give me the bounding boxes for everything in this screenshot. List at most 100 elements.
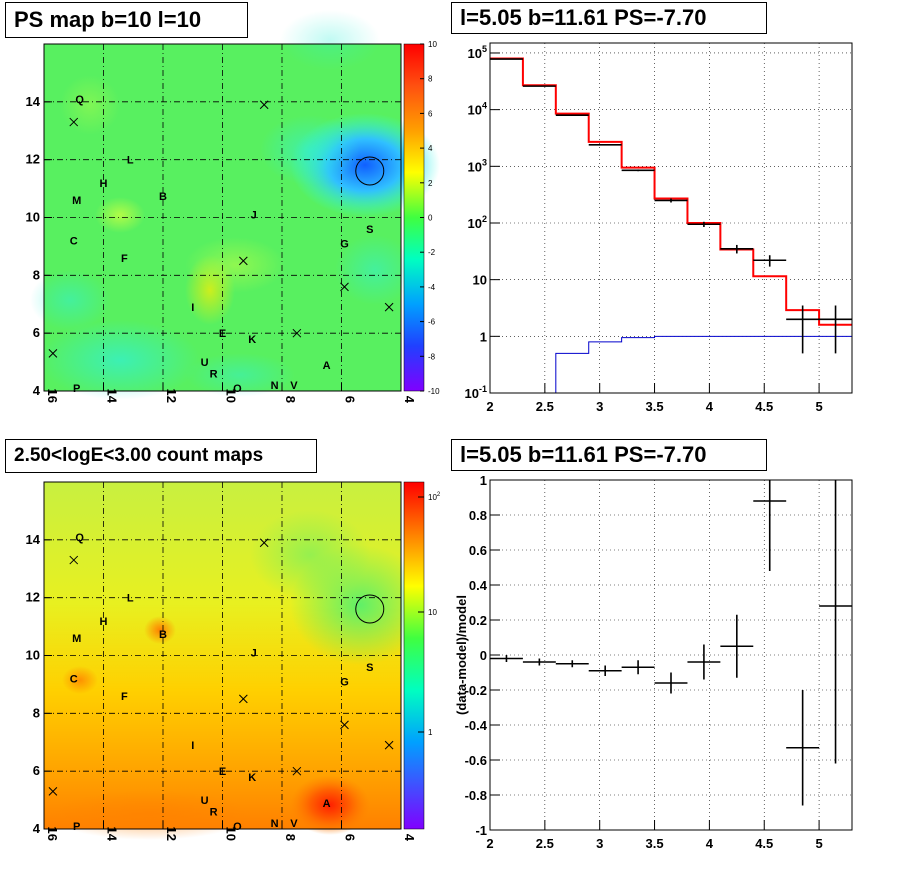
spectrum-x-tick-label: 2 [486, 399, 493, 414]
residual-point [490, 655, 523, 662]
map2-palette [403, 481, 425, 830]
spectrum-x-tick-label: 4.5 [755, 399, 773, 414]
map2-y-tick-label: 6 [33, 763, 40, 778]
map1-palette-label: 8 [428, 75, 433, 84]
map2-y-tick-label: 10 [26, 648, 40, 663]
map1-palette-label: -10 [428, 387, 440, 396]
map2-source-label: E [219, 766, 226, 778]
spectrum-title: l=5.05 b=11.61 PS=-7.70 [451, 2, 767, 34]
residual-chart: 2 2.5 3 3.5 4 4.5 5 1 0.8 0.6 0.4 0.2 0 -0.2 -0.4 -0.6 -… [454, 473, 853, 851]
residual-y-tick-label: -0.2 [465, 683, 487, 698]
spectrum-y-tick-label: 105 [468, 44, 487, 61]
map2-source-label: S [366, 662, 373, 674]
map1-source-label: B [159, 191, 167, 203]
map1-source-label: S [366, 224, 373, 236]
map1-source-label: A [323, 360, 331, 372]
map1-source-label: Q [75, 94, 84, 106]
map1-x-tick-label: 4 [402, 396, 417, 404]
map2-roi-circle [355, 594, 385, 624]
map1-source-label: I [191, 302, 194, 314]
map1-palette-label: -8 [428, 352, 436, 361]
map2-x-tick-label: 14 [105, 827, 120, 842]
residual-y-tick-label: 0.8 [469, 508, 487, 523]
map1-source-label: M [72, 195, 81, 207]
residual-x-tick-label: 3 [596, 836, 603, 851]
map2-y-tick-label: 14 [26, 532, 41, 547]
spectrum-y-tick-label: 103 [468, 157, 487, 174]
map2-plot-area [44, 482, 430, 840]
map1-cross-marker [259, 100, 269, 110]
map2-cross-marker [69, 555, 79, 565]
spectrum-x-tick-label: 2.5 [536, 399, 554, 414]
map1-x-tick-label: 6 [343, 396, 358, 403]
map1-source-label: L [127, 155, 134, 167]
map2-source-label: P [73, 821, 80, 833]
map1-x-tick-label: 10 [224, 389, 239, 403]
map1-source-label: P [73, 383, 80, 395]
map1-source-label: J [251, 210, 257, 222]
map2-source-label: U [201, 795, 209, 807]
map1-y-tick-label: 14 [26, 94, 41, 109]
data-point [621, 169, 655, 172]
map2-cross-marker [238, 694, 248, 704]
map2-cross-marker [48, 787, 58, 796]
spectrum-y-tick-label: 104 [468, 101, 487, 118]
map1-x-tick-label: 14 [105, 389, 120, 404]
map1-y-tick-label: 8 [33, 267, 40, 282]
map2-source-label: K [248, 772, 256, 784]
map2-palette-label: 102 [428, 492, 441, 502]
map1-source-label: K [248, 334, 256, 346]
map1-title: PS map b=10 l=10 [5, 2, 248, 38]
map2-source-label: A [323, 798, 331, 810]
map1-cross-marker [384, 302, 394, 312]
residual-point [786, 690, 820, 806]
residual-point [687, 644, 721, 680]
map1-y-tick-label: 12 [26, 152, 40, 167]
map2-x-tick-label: 6 [343, 834, 358, 841]
data-point [819, 305, 852, 354]
residual-y-tick-label: -0.8 [465, 788, 487, 803]
map2-source-label: C [70, 674, 78, 686]
ps-map-panel: Q L H M B J S C G F I E K A UR P O N V 16 14 12 10 8 6 4 4 6 8 10 12 1… [26, 10, 440, 404]
map1-source-label: H [100, 178, 108, 190]
map2-palette-label: 1 [428, 728, 433, 737]
map1-palette-label: -2 [428, 248, 436, 257]
map2-title: 2.50<logE<3.00 count maps [5, 439, 317, 473]
map1-x-tick-label: 16 [45, 389, 60, 403]
spectrum-x-tick-label: 4 [706, 399, 714, 414]
residual-x-tick-label: 2.5 [536, 836, 554, 851]
map2-palette-label: 10 [428, 608, 437, 617]
residual-point [555, 660, 589, 668]
map2-x-tick-label: 10 [224, 827, 239, 841]
map1-cross-marker [238, 256, 248, 266]
residual-point [753, 480, 787, 571]
map1-palette-label: 0 [428, 214, 433, 223]
data-point [720, 244, 754, 254]
map1-y-tick-label: 4 [33, 383, 41, 398]
map1-roi-circle [355, 156, 385, 186]
data-point [588, 143, 622, 146]
map1-cross-marker [69, 117, 79, 127]
map1-source-label: N [271, 380, 279, 392]
map2-x-tick-label: 12 [164, 827, 179, 841]
map1-palette-label: 4 [428, 144, 433, 153]
residual-point [654, 672, 688, 694]
map2-x-tick-label: 16 [45, 827, 60, 841]
map2-y-tick-label: 8 [33, 705, 40, 720]
map2-x-tick-label: 4 [402, 834, 417, 842]
map1-source-label: R [210, 369, 218, 381]
map2-cross-marker [292, 766, 302, 776]
background-series-line [490, 335, 852, 394]
map2-source-label: Q [75, 532, 84, 544]
residual-ylabel: (data-model)/model [454, 595, 469, 715]
map1-palette-label: 2 [428, 179, 433, 188]
map1-source-label: E [219, 328, 226, 340]
map2-source-label: I [191, 740, 194, 752]
residual-y-tick-label: 0.4 [469, 578, 488, 593]
data-point [753, 255, 787, 267]
residual-y-tick-label: 0.2 [469, 613, 487, 628]
map2-cross-marker [340, 720, 349, 730]
map2-y-tick-label: 4 [33, 821, 41, 836]
spectrum-y-tick-label: 102 [468, 214, 487, 231]
map1-y-tick-label: 10 [26, 210, 40, 225]
